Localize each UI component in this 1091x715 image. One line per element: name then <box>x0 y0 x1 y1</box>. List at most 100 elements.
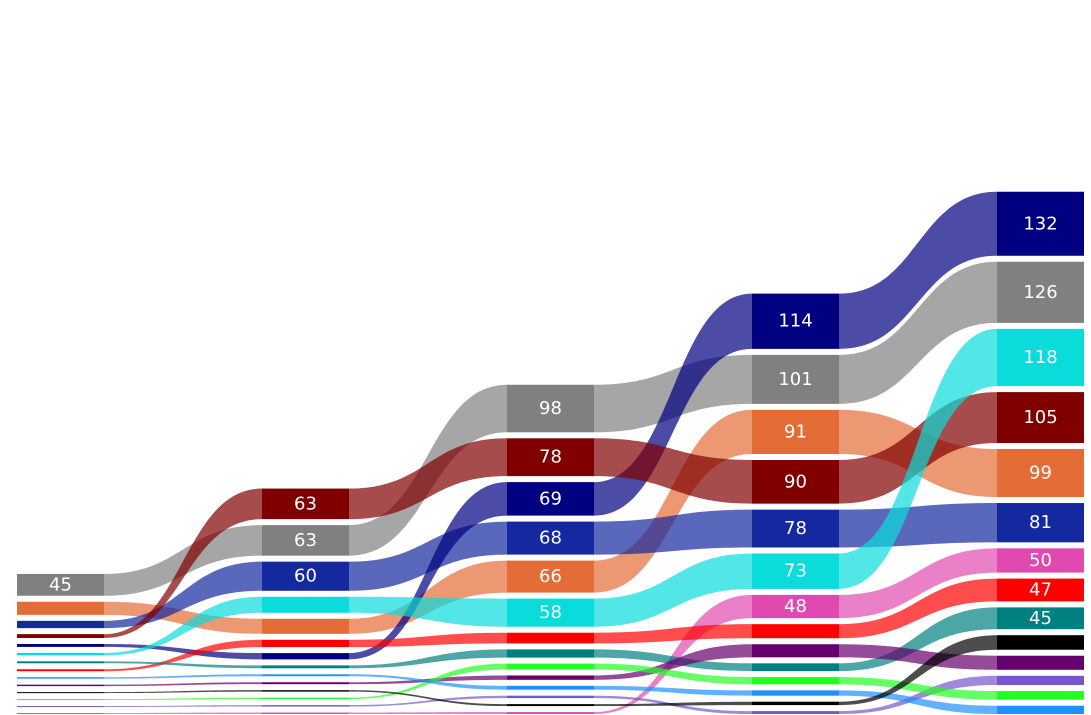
flow-link <box>594 701 752 707</box>
flow-link <box>104 525 262 596</box>
flow-link <box>104 561 262 629</box>
node-value-label: 47 <box>1029 579 1052 600</box>
flow-link <box>839 261 997 404</box>
stage-node <box>997 328 1084 387</box>
stage-node <box>17 699 104 701</box>
stage-node <box>507 712 594 714</box>
stage-node <box>262 488 349 520</box>
node-value-label: 60 <box>294 566 317 587</box>
node-value-label: 126 <box>1023 282 1057 303</box>
node-value-label: 81 <box>1029 512 1052 533</box>
stage-node <box>17 692 104 694</box>
flow-link <box>104 690 262 694</box>
flow-link <box>839 503 997 548</box>
stage-node <box>507 632 594 644</box>
stage-node <box>507 438 594 477</box>
stage-node <box>17 652 104 656</box>
stage-node <box>17 601 104 615</box>
flow-link <box>594 624 752 644</box>
flow-link <box>349 482 507 660</box>
stage-node <box>997 578 1084 602</box>
stage-node <box>997 705 1084 714</box>
node-value-label: 90 <box>784 471 807 492</box>
flow-link <box>594 685 752 696</box>
flow-link <box>594 663 752 685</box>
flow-link <box>839 328 997 589</box>
flow-link <box>104 682 262 687</box>
flow-link <box>839 548 997 619</box>
flow-link <box>104 661 262 669</box>
node-value-label: 63 <box>294 530 317 551</box>
flow-link <box>839 675 997 714</box>
node-value-label: 45 <box>49 574 72 595</box>
node-value-labels: 45 63 98 101 126 66 91 99 60 68 78 81 69 114 132 63 78 90… <box>49 213 1058 629</box>
node-value-label: 132 <box>1023 213 1057 234</box>
stage-node <box>507 685 594 690</box>
stage-node <box>997 635 1084 650</box>
node-value-label: 78 <box>539 447 562 468</box>
stage-node <box>997 392 1084 444</box>
stage-node <box>752 677 839 685</box>
stage-node <box>262 561 349 591</box>
stage-node <box>262 525 349 556</box>
stage-node <box>17 713 104 715</box>
node-value-label: 99 <box>1029 463 1052 484</box>
flow-link <box>839 635 997 706</box>
stage-node <box>17 661 104 664</box>
stage-node <box>752 409 839 454</box>
stage-node <box>752 594 839 619</box>
stage-node <box>17 706 104 708</box>
stage-node <box>262 690 349 692</box>
stage-node <box>507 560 594 593</box>
flow-link <box>839 644 997 670</box>
stage-node <box>997 548 1084 573</box>
flow-link <box>349 632 507 648</box>
stage-node <box>507 649 594 658</box>
stage-node <box>17 677 104 679</box>
flow-link <box>839 191 997 349</box>
stage-node <box>507 663 594 670</box>
node-value-label: 114 <box>778 311 812 332</box>
stage-node <box>17 573 104 596</box>
stage-node <box>507 384 594 433</box>
node-value-label: 91 <box>784 421 807 442</box>
flow-link <box>594 644 752 680</box>
stage-node <box>262 712 349 714</box>
flow-link <box>349 695 507 707</box>
node-value-label: 78 <box>784 518 807 539</box>
flow-link <box>839 607 997 672</box>
node-value-label: 101 <box>778 369 812 390</box>
node-value-label: 58 <box>539 602 562 623</box>
stage-node <box>752 460 839 504</box>
stage-node <box>262 653 349 660</box>
stage-node <box>17 684 104 687</box>
stage-node <box>752 624 839 639</box>
flow-link <box>594 594 752 714</box>
flow-link <box>104 674 262 679</box>
flow-link <box>349 675 507 685</box>
node-value-label: 69 <box>539 488 562 509</box>
flow-link <box>594 438 752 504</box>
stage-node <box>17 634 104 638</box>
flow-link <box>349 712 507 714</box>
flow-link <box>839 578 997 639</box>
stage-node <box>17 669 104 672</box>
stage-node <box>262 665 349 669</box>
stage-node <box>752 293 839 349</box>
stage-node <box>997 503 1084 543</box>
flow-link <box>349 649 507 669</box>
stage-node <box>752 354 839 404</box>
flow-link <box>104 601 262 634</box>
stage-node <box>507 704 594 707</box>
stage-node <box>752 509 839 548</box>
stage-node <box>752 711 839 714</box>
stage-node <box>507 695 594 699</box>
node-value-label: 66 <box>539 566 562 587</box>
flow-link <box>594 509 752 555</box>
stage-node <box>507 598 594 627</box>
flow-links <box>104 191 997 714</box>
flow-link <box>104 596 262 656</box>
stage-node <box>262 674 349 677</box>
stage-node <box>752 690 839 696</box>
